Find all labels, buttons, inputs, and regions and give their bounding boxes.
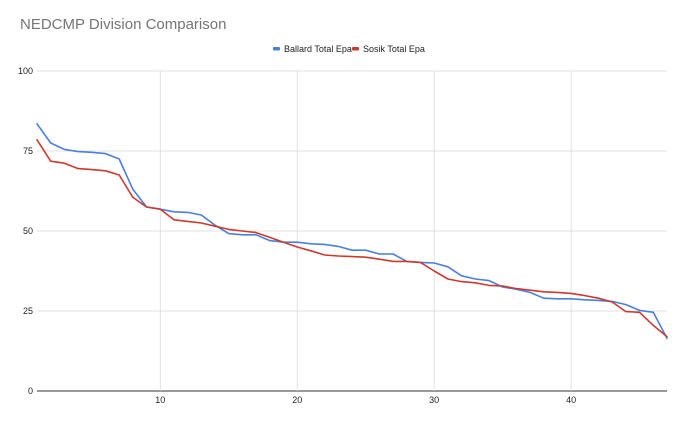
y-tick-label: 25 bbox=[23, 306, 33, 316]
series-line-sosik[interactable] bbox=[36, 139, 668, 338]
x-axis-ticks: 10 20 30 40 bbox=[155, 395, 576, 405]
x-tick-label: 10 bbox=[155, 395, 165, 405]
y-tick-label: 75 bbox=[23, 146, 33, 156]
x-tick-label: 40 bbox=[566, 395, 576, 405]
series-line-ballard[interactable] bbox=[36, 123, 668, 340]
series-lines bbox=[36, 123, 668, 340]
legend-label: Sosik Total Epa bbox=[363, 44, 425, 54]
legend-item-ballard[interactable]: Ballard Total Epa bbox=[273, 44, 352, 54]
x-tick-label: 30 bbox=[429, 395, 439, 405]
legend-swatch bbox=[352, 47, 359, 51]
legend-swatch bbox=[273, 47, 280, 51]
y-tick-label: 0 bbox=[28, 386, 33, 396]
y-axis-ticks: 0 25 50 75 100 bbox=[18, 66, 33, 396]
y-tick-label: 50 bbox=[23, 226, 33, 236]
legend-item-sosik[interactable]: Sosik Total Epa bbox=[352, 44, 425, 54]
chart-title: NEDCMP Division Comparison bbox=[20, 16, 227, 33]
gridlines bbox=[37, 70, 667, 392]
y-tick-label: 100 bbox=[18, 66, 33, 76]
legend-label: Ballard Total Epa bbox=[284, 44, 352, 54]
x-tick-label: 20 bbox=[292, 395, 302, 405]
legend[interactable]: Ballard Total Epa Sosik Total Epa bbox=[273, 44, 425, 54]
